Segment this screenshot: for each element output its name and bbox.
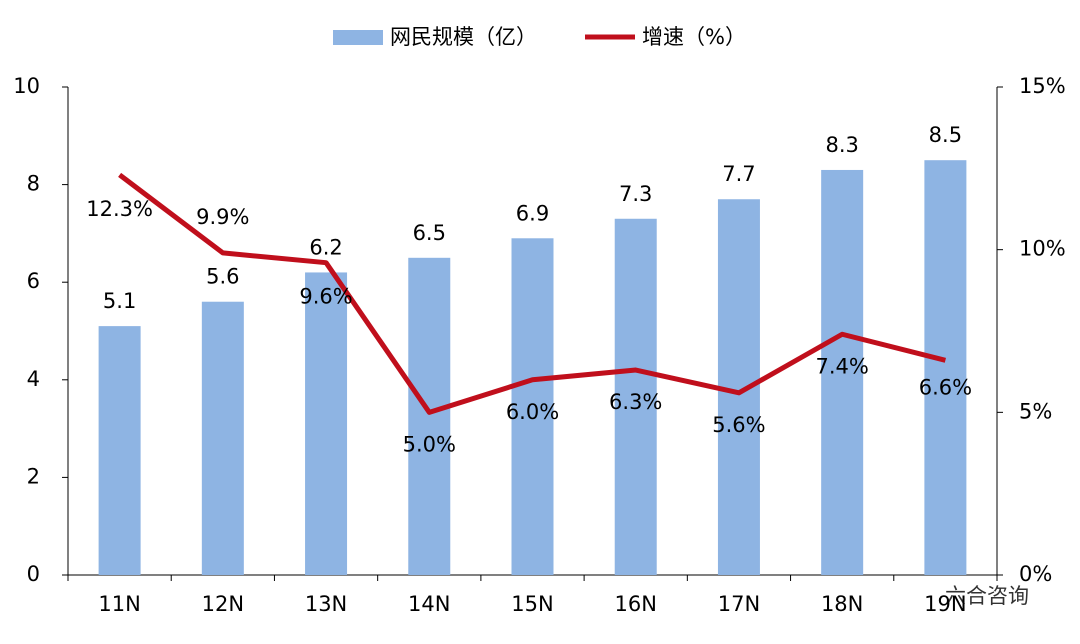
y-tick-label: 8: [27, 172, 40, 196]
y2-tick-label: 15%: [1019, 74, 1066, 98]
bar: [821, 169, 864, 575]
x-tick-label: 13N: [305, 592, 347, 616]
line-value-label: 9.9%: [196, 205, 249, 229]
line-value-label: 6.3%: [609, 390, 662, 414]
x-tick-label: 12N: [202, 592, 244, 616]
x-tick-label: 11N: [98, 592, 140, 616]
y-tick-label: 0: [27, 562, 40, 586]
bar-value-label: 7.7: [722, 162, 755, 186]
y-tick-label: 6: [27, 269, 40, 293]
y2-tick-label: 0%: [1019, 562, 1052, 586]
line-value-label: 9.6%: [299, 285, 352, 309]
bar: [98, 326, 141, 575]
legend-label: 网民规模（亿）: [390, 25, 537, 49]
bar-value-label: 6.5: [413, 221, 446, 245]
bar-value-label: 8.3: [825, 133, 858, 157]
bar: [614, 218, 657, 575]
bar: [408, 257, 451, 575]
y-tick-label: 4: [27, 367, 40, 391]
x-tick-label: 15N: [511, 592, 553, 616]
legend-label: 增速（%）: [642, 25, 746, 49]
x-tick-label: 19N: [924, 592, 966, 616]
legend-swatch: [333, 30, 383, 45]
x-tick-label: 17N: [718, 592, 760, 616]
y2-tick-label: 10%: [1019, 237, 1066, 261]
bar-value-label: 5.1: [103, 289, 136, 313]
line-value-label: 6.0%: [506, 400, 559, 424]
bar: [305, 272, 348, 575]
x-tick-label: 18N: [821, 592, 863, 616]
bar: [201, 301, 244, 575]
line-value-label: 12.3%: [86, 197, 153, 221]
bar-value-label: 6.9: [516, 201, 549, 225]
x-tick-label: 16N: [615, 592, 657, 616]
bar: [924, 160, 967, 575]
line-value-label: 6.6%: [919, 375, 972, 399]
y2-tick-label: 5%: [1019, 399, 1052, 423]
bar: [511, 238, 554, 575]
y-tick-label: 10: [13, 74, 40, 98]
line-value-label: 5.0%: [403, 432, 456, 456]
bar-value-label: 8.5: [929, 123, 962, 147]
bar-value-label: 6.2: [309, 235, 342, 259]
line-value-label: 5.6%: [712, 413, 765, 437]
y-tick-label: 2: [27, 464, 40, 488]
watermark: 六合咨询: [945, 584, 1029, 608]
bar-value-label: 5.6: [206, 265, 239, 289]
bar-value-label: 7.3: [619, 182, 652, 206]
line-value-label: 7.4%: [815, 354, 868, 378]
line: [118, 172, 947, 415]
x-tick-label: 14N: [408, 592, 450, 616]
